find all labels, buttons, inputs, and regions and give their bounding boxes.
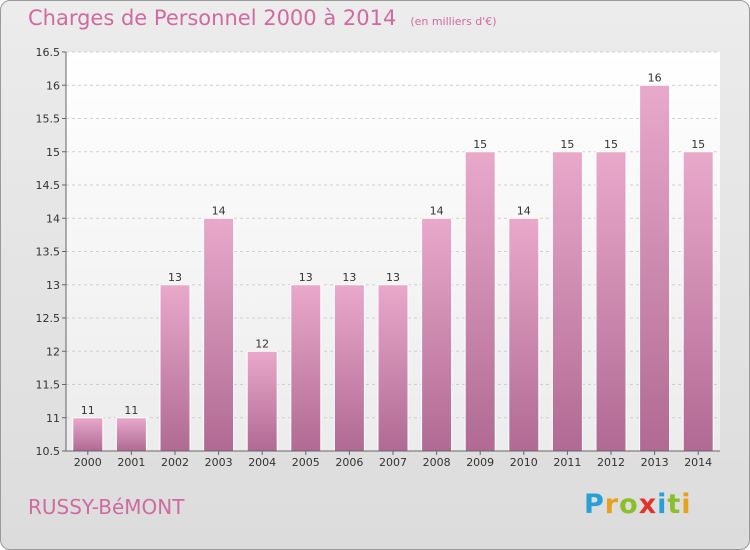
bar-value-label: 15	[604, 138, 618, 151]
chart-subtitle: (en milliers d'€)	[410, 15, 497, 28]
x-tick-label: 2012	[597, 456, 625, 469]
bar-value-label: 14	[430, 204, 444, 217]
bar	[551, 151, 583, 452]
logo-letter: r	[604, 489, 620, 520]
x-tick-label: 2013	[641, 456, 669, 469]
y-tick-label: 10.5	[36, 445, 61, 458]
bar	[508, 217, 540, 452]
x-tick-label: 2003	[205, 456, 233, 469]
y-tick-label: 12	[46, 345, 60, 358]
bar	[464, 151, 496, 452]
bar	[333, 284, 365, 452]
y-tick-label: 14.5	[36, 179, 61, 192]
bar-value-label: 13	[342, 271, 356, 284]
chart-title: Charges de Personnel 2000 à 2014 (en mill…	[28, 6, 497, 30]
x-tick-label: 2008	[423, 456, 451, 469]
logo-letter: t	[667, 489, 682, 520]
logo-letter: i	[657, 489, 668, 520]
x-tick-label: 2001	[117, 456, 145, 469]
bar	[115, 417, 147, 452]
bar	[203, 217, 235, 452]
x-tick-label: 2006	[335, 456, 363, 469]
x-tick-label: 2014	[684, 456, 712, 469]
bar	[290, 284, 322, 452]
logo-letter: P	[584, 489, 605, 520]
x-tick-label: 2005	[292, 456, 320, 469]
bar	[159, 284, 191, 452]
y-tick-label: 13	[46, 279, 60, 292]
bar	[682, 151, 714, 452]
bar-value-label: 14	[517, 204, 531, 217]
bar	[595, 151, 627, 452]
y-tick-label: 13.5	[36, 246, 61, 259]
bar	[421, 217, 453, 452]
chart-title-text: Charges de Personnel 2000 à 2014	[28, 6, 397, 30]
bar-value-label: 15	[560, 138, 574, 151]
x-tick-label: 2007	[379, 456, 407, 469]
y-tick-label: 15	[46, 146, 60, 159]
x-tick-label: 2011	[553, 456, 581, 469]
proxiti-logo: Proxiti	[584, 489, 692, 520]
logo-letter: x	[638, 489, 658, 520]
logo-letter: i	[681, 489, 692, 520]
x-tick-label: 2009	[466, 456, 494, 469]
bar	[246, 350, 278, 452]
x-tick-label: 2000	[74, 456, 102, 469]
x-tick-label: 2010	[510, 456, 538, 469]
bar	[639, 84, 671, 452]
bar	[377, 284, 409, 452]
bar-value-label: 14	[212, 204, 226, 217]
bar-value-label: 13	[168, 271, 182, 284]
bar-value-label: 11	[124, 404, 138, 417]
y-tick-label: 15.5	[36, 113, 61, 126]
y-tick-label: 11.5	[36, 379, 61, 392]
bar-value-label: 16	[648, 71, 662, 84]
bar-value-label: 13	[386, 271, 400, 284]
commune-name: RUSSY-BéMONT	[28, 495, 185, 519]
logo-letter: o	[619, 489, 639, 520]
bar-value-label: 15	[473, 138, 487, 151]
y-tick-label: 11	[46, 412, 60, 425]
bar-value-label: 13	[299, 271, 313, 284]
y-tick-label: 14	[46, 212, 60, 225]
x-tick-label: 2002	[161, 456, 189, 469]
y-tick-label: 16.5	[36, 46, 61, 59]
y-tick-label: 12.5	[36, 312, 61, 325]
bar-value-label: 15	[691, 138, 705, 151]
bar	[72, 417, 104, 452]
x-tick-label: 2004	[248, 456, 276, 469]
bar-value-label: 11	[81, 404, 95, 417]
bar-value-label: 12	[255, 337, 269, 350]
y-tick-label: 16	[46, 79, 60, 92]
